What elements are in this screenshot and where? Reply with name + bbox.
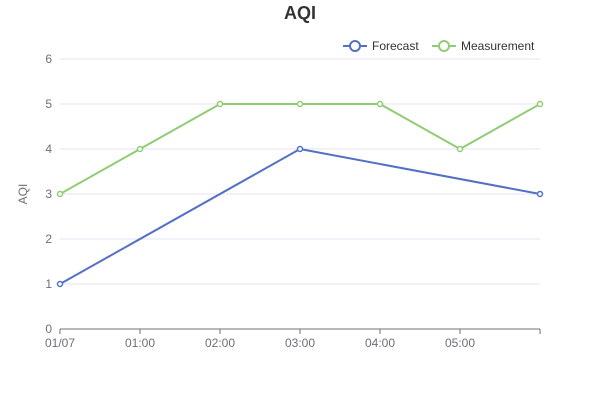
- x-tick-label-5: 05:00: [445, 336, 475, 350]
- data-point-measurement-3[interactable]: [296, 100, 304, 108]
- series-measurement: [56, 100, 544, 198]
- data-point-measurement-5[interactable]: [456, 145, 464, 153]
- data-point-forecast-1[interactable]: [296, 145, 304, 153]
- x-tick-label-3: 03:00: [285, 336, 315, 350]
- y-tick-label-2: 2: [45, 232, 52, 246]
- legend-item-measurement[interactable]: Measurement: [432, 39, 535, 53]
- y-tick-label-0: 0: [45, 322, 52, 336]
- legend-label-forecast: Forecast: [372, 39, 419, 53]
- x-tick-label-2: 02:00: [205, 336, 235, 350]
- x-tick-label-0: 01/07: [45, 336, 75, 350]
- x-tick-label-1: 01:00: [125, 336, 155, 350]
- y-axis-ticks: 0 1 2 3 4 5 6: [45, 52, 52, 336]
- x-axis-ticks: 01/07 01:00 02:00 03:00 04:00 05:00: [45, 336, 475, 350]
- series-lines: [56, 100, 544, 288]
- legend-label-measurement: Measurement: [461, 39, 535, 53]
- legend-marker-measurement: [438, 40, 450, 52]
- y-tick-label-3: 3: [45, 187, 52, 201]
- legend-marker-forecast: [349, 40, 361, 52]
- y-axis-label: AQI: [16, 184, 30, 205]
- chart-title: AQI: [284, 3, 316, 23]
- legend[interactable]: Forecast Measurement: [343, 39, 535, 53]
- data-point-measurement-2[interactable]: [216, 100, 224, 108]
- data-point-measurement-1[interactable]: [136, 145, 144, 153]
- grid-lines: [60, 58, 540, 285]
- series-line-forecast: [59, 148, 541, 285]
- y-tick-label-1: 1: [45, 277, 52, 291]
- data-point-measurement-6[interactable]: [536, 100, 544, 108]
- series-forecast: [56, 145, 544, 288]
- data-point-measurement-0[interactable]: [56, 190, 64, 198]
- y-tick-label-4: 4: [45, 142, 52, 156]
- data-point-measurement-4[interactable]: [376, 100, 384, 108]
- legend-item-forecast[interactable]: Forecast: [343, 39, 419, 53]
- y-tick-label-5: 5: [45, 97, 52, 111]
- data-point-forecast-2[interactable]: [536, 190, 544, 198]
- data-point-forecast-0[interactable]: [56, 280, 64, 288]
- x-tick-label-4: 04:00: [365, 336, 395, 350]
- x-axis: [59, 328, 541, 334]
- y-tick-label-6: 6: [45, 52, 52, 66]
